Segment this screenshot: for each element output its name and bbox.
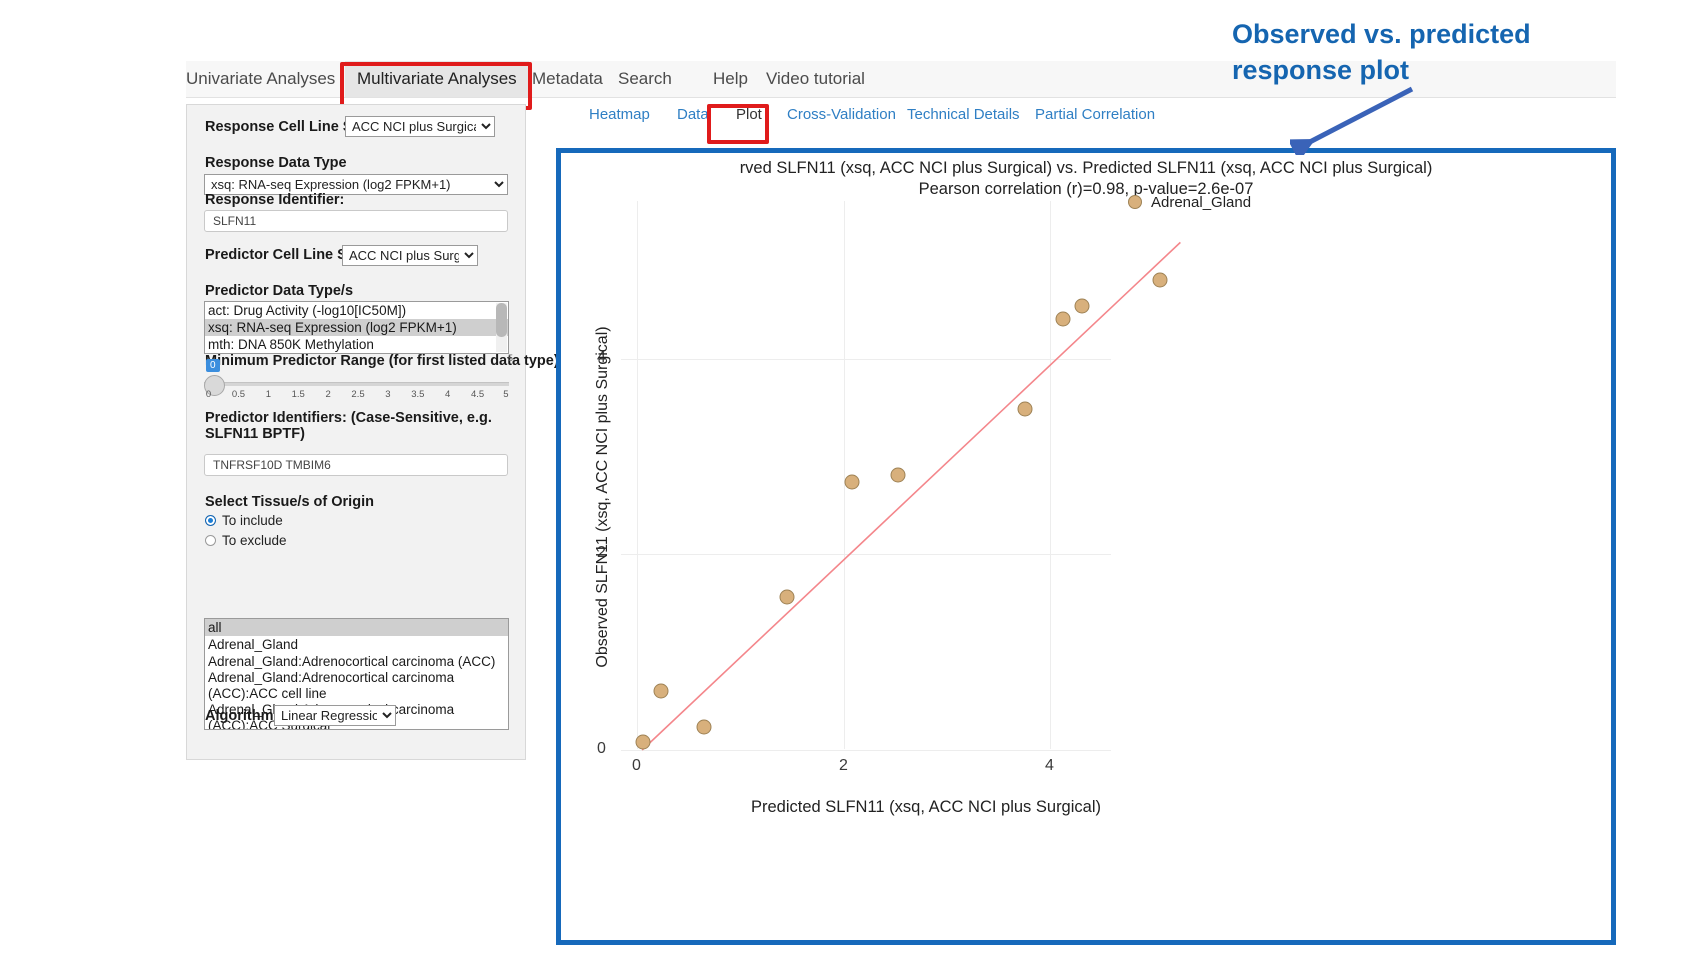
gridline-x-2 [844,201,845,749]
y-tick-label: 0 [597,740,606,757]
scatter-point [1055,311,1071,327]
tissue-radio-to-exclude[interactable]: To exclude [205,533,287,548]
x-axis-label: Predicted SLFN11 (xsq, ACC NCI plus Surg… [751,798,1101,816]
slider-tick-labels: 0 0.5 1 1.5 2 2.5 3 3.5 4 4.5 5 [204,389,509,405]
response-identifier-label: Response Identifier: [205,192,345,208]
predictor-identifiers-label: Predictor Identifiers: (Case-Sensitive, … [205,410,492,442]
scatter-point [1017,401,1033,417]
response-identifier-input[interactable] [204,210,508,232]
scatter-point [635,734,651,750]
tissue-radio-to-include[interactable]: To include [205,513,283,528]
slider-tick: 5 [503,389,509,400]
response-data-type-label: Response Data Type [205,155,347,171]
scatter-point [1074,298,1090,314]
response-cell-line-set-label: Response Cell Line Set [205,119,366,135]
nav-item-univariate-analyses[interactable]: Univariate Analyses [186,69,336,88]
listbox-scrollbar-thumb[interactable] [496,303,507,337]
slider-tick: 0.5 [231,389,246,400]
x-tick-label: 2 [839,757,848,774]
chart-subtitle: Pearson correlation (r)=0.98, p-value=2.… [918,180,1254,198]
min-predictor-range-label: Minimum Predictor Range (for first liste… [205,353,564,369]
list-item[interactable]: xsq: RNA-seq Expression (log2 FPKM+1) [205,319,508,336]
slider-end-label: 5 [507,353,513,363]
slider-value-bubble: 0 [206,359,220,372]
scatter-point [844,474,860,490]
nav-item-video-tutorial[interactable]: Video tutorial [766,69,865,88]
slider-tick: 3 [385,389,391,400]
scatter-point [890,467,906,483]
scatter-point [696,719,712,735]
tissue-of-origin-label: Select Tissue/s of Origin [205,494,374,510]
slider-rail[interactable] [204,382,509,386]
nav-item-search[interactable]: Search [618,69,672,88]
predictor-cell-line-set-select[interactable]: ACC NCI plus Surgical [342,245,478,266]
slider-tick: 1.5 [291,389,305,400]
slider-tick: 4.5 [470,389,485,400]
slider-tick: 3.5 [411,389,425,400]
predictor-cell-line-set-label: Predictor Cell Line Set [205,247,360,263]
scatter-point [653,683,669,699]
gridline-y-2 [621,554,1111,555]
response-cell-line-set-select[interactable]: ACC NCI plus Surgical [345,116,495,137]
analysis-options-panel: Response Cell Line Set ACC NCI plus Surg… [186,104,564,760]
radio-icon [205,515,216,526]
regression-line [641,241,1181,751]
x-tick-label: 4 [1045,757,1054,774]
y-tick-label: 4 [597,349,606,366]
radio-icon [205,535,216,546]
scatter-points [561,153,1611,853]
radio-label: To include [222,513,283,528]
main-nav: Univariate Analyses Multivariate Analyse… [186,61,1616,98]
tab-technical-details[interactable]: Technical Details [907,106,1020,123]
list-item[interactable]: mth: DNA 850K Methylation [208,337,374,352]
tab-data[interactable]: Data [677,106,709,123]
list-item[interactable]: act: Drug Activity (-log10[IC50M]) [208,303,407,318]
legend-label: Adrenal_Gland [1151,194,1252,211]
slider-tick: 0 [205,389,212,400]
gridline-x-4 [1050,201,1051,749]
scatter-point [779,589,795,605]
tab-cross-validation[interactable]: Cross-Validation [787,106,896,123]
algorithm-select[interactable]: Linear Regression [274,705,396,726]
list-item[interactable]: all [205,619,508,636]
y-axis-label: Observed SLFN11 (xsq, ACC NCI plus Surgi… [594,326,611,668]
nav-item-multivariate-analyses[interactable]: Multivariate Analyses [345,61,529,97]
result-tabs: Heatmap Data Plot Cross-Validation Techn… [525,104,1615,134]
nav-item-metadata[interactable]: Metadata [532,69,603,88]
response-data-type-select[interactable]: xsq: RNA-seq Expression (log2 FPKM+1) [204,174,508,195]
slider-handle[interactable] [204,375,225,396]
nav-item-help[interactable]: Help [713,69,748,88]
predictor-data-types-listbox[interactable]: act: Drug Activity (-log10[IC50M]) xsq: … [204,301,509,354]
slider-tick: 1 [265,389,271,400]
slider-tick: 4 [445,389,451,400]
legend-marker-icon [1128,195,1142,209]
y-tick-label: 2 [597,544,606,561]
x-tick-label: 0 [632,757,641,774]
chart-title: rved SLFN11 (xsq, ACC NCI plus Surgical)… [739,159,1433,177]
predictor-data-types-label: Predictor Data Type/s [205,283,354,299]
tab-heatmap[interactable]: Heatmap [589,106,650,123]
slider-tick: 2.5 [351,389,365,400]
scatter-point [1152,272,1168,288]
tab-plot[interactable]: Plot [736,106,762,123]
predictor-identifiers-input[interactable] [204,454,508,476]
list-item[interactable]: Adrenal_Gland:Adrenocortical carcinoma (… [208,670,455,701]
gridline-y-0 [621,750,1111,751]
list-item[interactable]: Adrenal_Gland:Adrenocortical carcinoma (… [208,654,496,669]
slider-tick: 2 [325,389,331,400]
gridline-x-0 [637,201,638,749]
tab-partial-correlation[interactable]: Partial Correlation [1035,106,1156,123]
min-predictor-range-slider[interactable]: 0 5 0 0.5 1 1.5 2 2.5 3 3.5 4 4.5 5 [204,353,513,409]
tissue-of-origin-listbox[interactable]: all Adrenal_Gland Adrenal_Gland:Adrenoco… [204,618,509,730]
plot-canvas: rved SLFN11 (xsq, ACC NCI plus Surgical)… [561,153,1611,940]
list-item[interactable]: Adrenal_Gland [208,637,299,652]
observed-vs-predicted-plot: rved SLFN11 (xsq, ACC NCI plus Surgical)… [556,148,1616,945]
algorithm-label: Algorithm [205,708,274,724]
radio-label: To exclude [222,533,287,548]
gridline-y-4 [621,359,1111,360]
annotation-text: Observed vs. predicted response plot [1232,19,1531,86]
